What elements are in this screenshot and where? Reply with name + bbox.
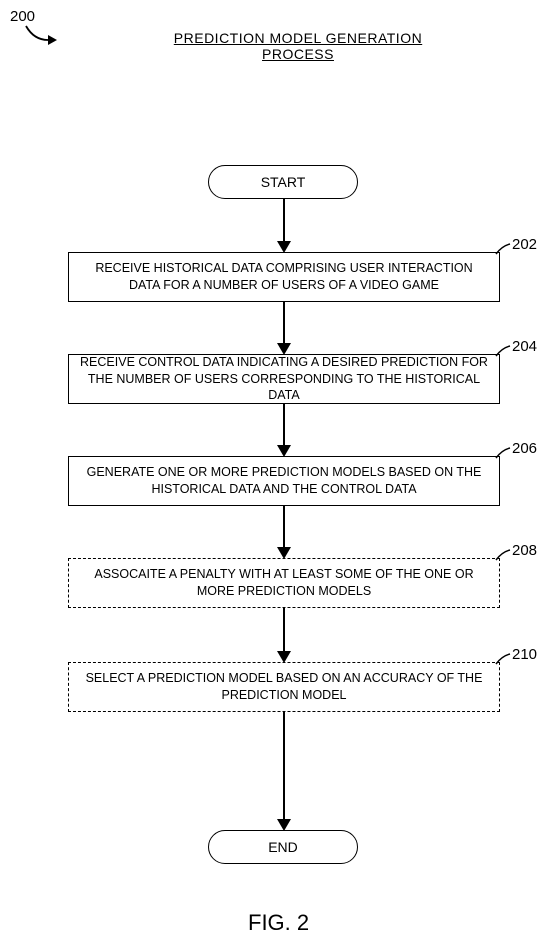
step-text: RECEIVE CONTROL DATA INDICATING A DESIRE…: [79, 354, 489, 405]
process-step-210: SELECT A PREDICTION MODEL BASED ON AN AC…: [68, 662, 500, 712]
ref-leader-206: [494, 446, 512, 460]
ref-label-208: 208: [512, 542, 537, 559]
start-label: START: [261, 174, 306, 190]
ref-label-204: 204: [512, 338, 537, 355]
ref-leader-208: [494, 548, 512, 562]
process-step-202: RECEIVE HISTORICAL DATA COMPRISING USER …: [68, 252, 500, 302]
step-text: GENERATE ONE OR MORE PREDICTION MODELS B…: [79, 464, 489, 498]
arrow: [283, 199, 285, 252]
step-text: RECEIVE HISTORICAL DATA COMPRISING USER …: [79, 260, 489, 294]
step-text: SELECT A PREDICTION MODEL BASED ON AN AC…: [79, 670, 489, 704]
process-step-208: ASSOCAITE A PENALTY WITH AT LEAST SOME O…: [68, 558, 500, 608]
arrow: [283, 608, 285, 662]
diagram-title: PREDICTION MODEL GENERATION PROCESS: [148, 30, 448, 62]
arrow: [283, 404, 285, 456]
ref-leader-210: [494, 652, 512, 666]
arrow: [283, 712, 285, 830]
flowchart-canvas: 200 PREDICTION MODEL GENERATION PROCESS …: [0, 0, 560, 948]
process-step-206: GENERATE ONE OR MORE PREDICTION MODELS B…: [68, 456, 500, 506]
figure-ref-text: 200: [10, 8, 35, 25]
arrow: [283, 506, 285, 558]
ref-label-210: 210: [512, 646, 537, 663]
start-terminator: START: [208, 165, 358, 199]
arrow: [283, 302, 285, 354]
figure-ref-number: 200: [10, 8, 35, 25]
ref-leader-202: [494, 242, 512, 256]
ref-label-206: 206: [512, 440, 537, 457]
figure-ref-arrow: [24, 24, 58, 46]
end-terminator: END: [208, 830, 358, 864]
end-label: END: [268, 839, 298, 855]
figure-caption: FIG. 2: [248, 910, 309, 936]
process-step-204: RECEIVE CONTROL DATA INDICATING A DESIRE…: [68, 354, 500, 404]
step-text: ASSOCAITE A PENALTY WITH AT LEAST SOME O…: [79, 566, 489, 600]
ref-leader-204: [494, 344, 512, 358]
ref-label-202: 202: [512, 236, 537, 253]
